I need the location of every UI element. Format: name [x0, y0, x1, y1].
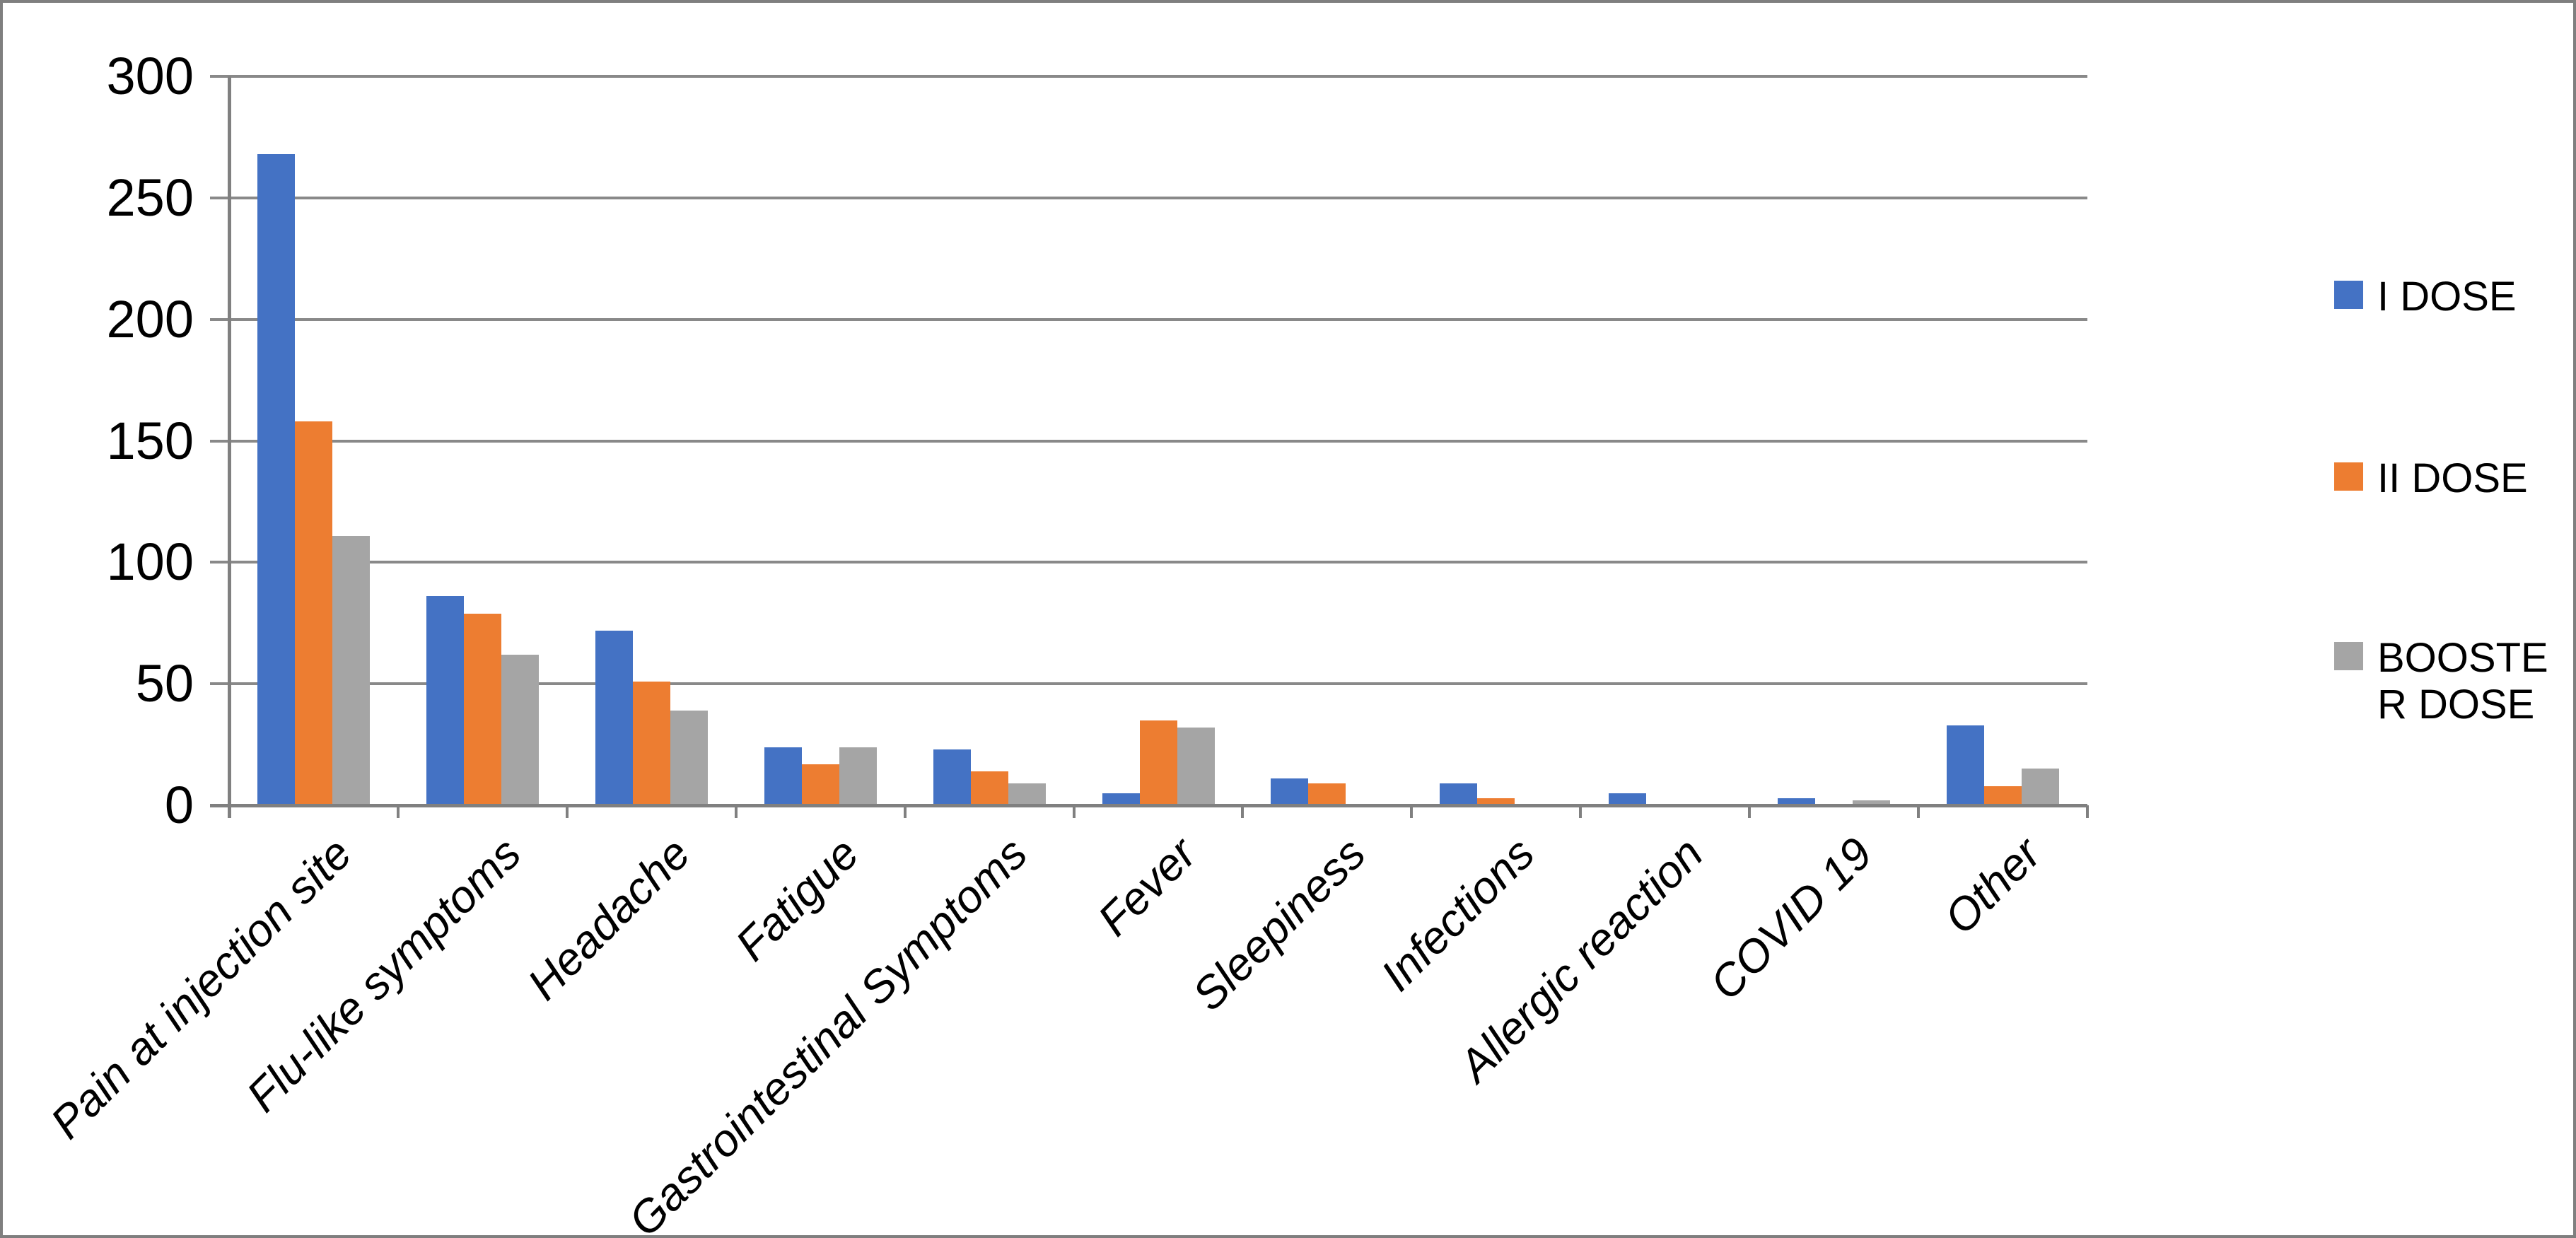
gridline-150	[210, 439, 2087, 443]
bar-i-dose-8	[1609, 793, 1647, 805]
bar-i-dose-5	[1102, 793, 1140, 805]
x-category-label-9: COVID 19	[1700, 827, 1882, 1010]
bar-booster-dose-5	[1177, 728, 1215, 805]
legend-label-i-dose: I DOSE	[2377, 274, 2517, 320]
bar-booster-dose-1	[501, 654, 539, 805]
y-tick-label-100: 100	[106, 532, 194, 592]
legend-label-booster-dose: BOOSTE R DOSE	[2377, 635, 2548, 728]
x-axis-tick-2	[565, 805, 569, 818]
bar-ii-dose-10	[1984, 786, 2022, 805]
x-axis-tick-10	[1917, 805, 1921, 818]
gridline-250	[210, 196, 2087, 199]
y-tick-label-300: 300	[106, 47, 194, 105]
bar-i-dose-7	[1440, 783, 1478, 805]
bar-ii-dose-2	[632, 681, 670, 805]
bar-i-dose-10	[1947, 725, 1985, 805]
gridline-200	[210, 317, 2087, 321]
x-axis-tick-0	[228, 805, 231, 818]
bar-i-dose-4	[933, 749, 971, 805]
legend-label-ii-dose: II DOSE	[2377, 455, 2528, 501]
bar-i-dose-3	[764, 747, 802, 805]
legend-entry-i-dose: I DOSE	[2334, 274, 2517, 320]
bar-booster-dose-2	[670, 710, 708, 805]
y-tick-label-0: 0	[164, 776, 194, 834]
y-tick-label-50: 50	[135, 654, 194, 713]
legend-swatch-i-dose	[2334, 281, 2363, 309]
x-category-label-7: Infections	[1370, 827, 1544, 1001]
bar-ii-dose-7	[1477, 798, 1515, 805]
bar-i-dose-1	[426, 596, 464, 805]
gridline-100	[210, 561, 2087, 564]
x-category-label-6: Sleepiness	[1182, 827, 1375, 1021]
bar-ii-dose-0	[295, 421, 332, 805]
bar-booster-dose-10	[2022, 769, 2060, 805]
bar-booster-dose-3	[839, 747, 877, 805]
y-tick-label-200: 200	[106, 289, 194, 349]
bar-i-dose-9	[1778, 798, 1816, 805]
x-axis-tick-4	[903, 805, 907, 818]
x-category-label-2: Headache	[517, 827, 699, 1010]
x-axis-tick-9	[1748, 805, 1752, 818]
legend-entry-booster-dose: BOOSTE R DOSE	[2334, 635, 2548, 728]
bar-i-dose-0	[257, 153, 295, 805]
bar-i-dose-2	[595, 630, 633, 805]
x-axis-tick-5	[1072, 805, 1076, 818]
y-axis-line	[228, 76, 231, 818]
legend-swatch-ii-dose	[2334, 462, 2363, 491]
bar-booster-dose-9	[1853, 800, 1891, 805]
x-axis-tick-6	[1241, 805, 1245, 818]
x-axis-tick-8	[1579, 805, 1583, 818]
bar-ii-dose-1	[463, 613, 501, 805]
x-axis-tick-1	[396, 805, 400, 818]
gridline-50	[210, 682, 2087, 686]
x-axis-line	[210, 804, 2087, 807]
x-axis-tick-7	[1410, 805, 1414, 818]
legend-entry-ii-dose: II DOSE	[2334, 455, 2528, 502]
legend-swatch-booster-dose	[2334, 642, 2363, 670]
bar-ii-dose-6	[1308, 783, 1346, 805]
y-tick-label-250: 250	[106, 168, 194, 227]
bar-ii-dose-5	[1139, 720, 1177, 805]
x-category-label-10: Other	[1935, 827, 2051, 944]
bar-ii-dose-3	[801, 764, 839, 805]
x-category-label-0: Pain at injection site	[40, 827, 362, 1149]
bar-ii-dose-4	[970, 771, 1008, 805]
x-axis-tick-11	[2086, 805, 2089, 818]
bar-booster-dose-4	[1008, 783, 1046, 805]
gridline-300	[210, 75, 2087, 78]
x-category-label-5: Fever	[1088, 827, 1206, 946]
bar-i-dose-6	[1271, 778, 1309, 805]
x-category-label-3: Fatigue	[725, 827, 868, 971]
y-tick-label-150: 150	[106, 411, 194, 470]
x-axis-tick-3	[734, 805, 738, 818]
bar-booster-dose-0	[332, 535, 370, 805]
